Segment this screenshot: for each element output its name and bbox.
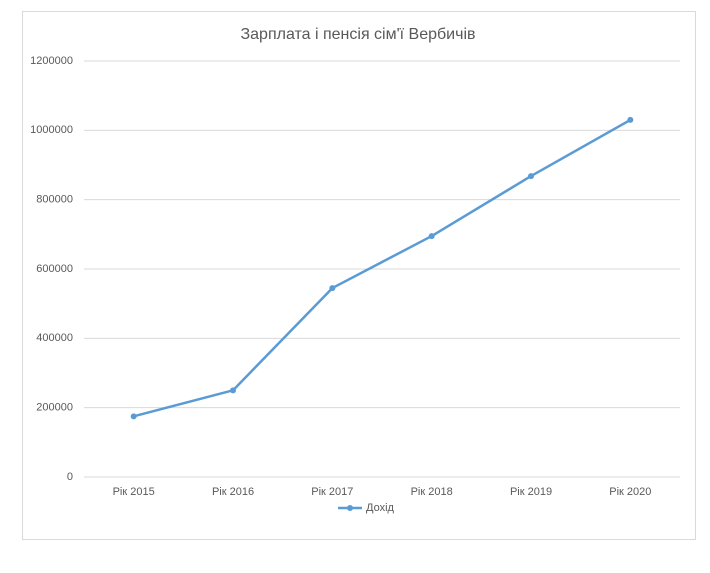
x-tick-label: Рік 2016	[212, 486, 254, 498]
point	[130, 413, 137, 420]
y-tick-label: 600000	[36, 263, 73, 275]
y-tick-label: 400000	[36, 332, 73, 344]
point	[329, 285, 336, 292]
x-tick-label: Рік 2015	[113, 486, 155, 498]
y-tick-label: 1000000	[30, 124, 73, 136]
y-tick-label: 0	[67, 471, 73, 483]
legend-marker	[347, 505, 353, 511]
y-tick-label: 800000	[36, 194, 73, 206]
chart-title: Зарплата і пенсія сім'ї Вербичів	[240, 26, 475, 43]
x-tick-label: Рік 2019	[510, 486, 552, 498]
x-tick-label: Рік 2018	[411, 486, 453, 498]
point	[627, 116, 634, 123]
y-tick-label: 1200000	[30, 55, 73, 67]
y-tick-label: 200000	[36, 402, 73, 414]
x-tick-label: Рік 2020	[609, 486, 651, 498]
legend-label: Дохід	[366, 502, 395, 514]
x-tick-label: Рік 2017	[311, 486, 353, 498]
point	[230, 387, 236, 394]
line	[133, 118, 631, 418]
point	[528, 173, 534, 180]
point	[428, 233, 435, 240]
